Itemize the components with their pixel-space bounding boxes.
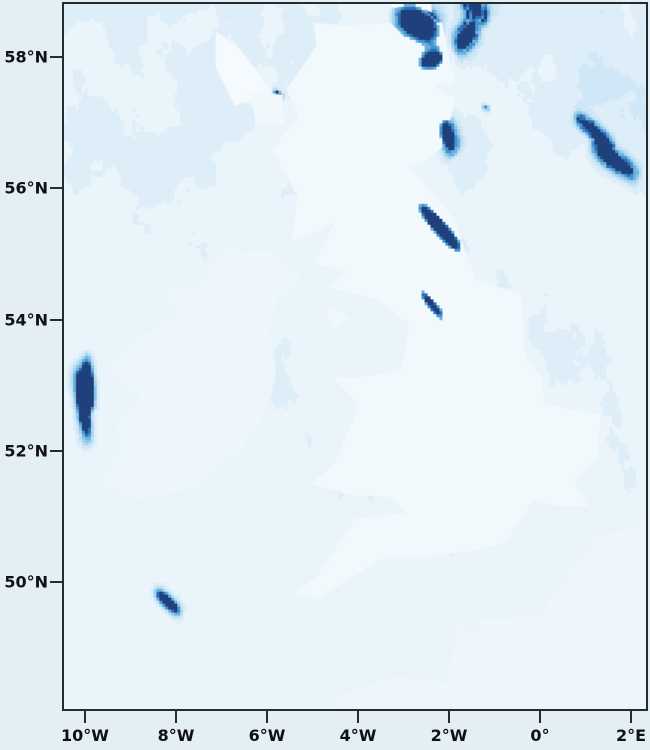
x-tick-label: 0°: [530, 726, 550, 745]
y-tick-mark: [50, 56, 62, 58]
x-tick-mark: [448, 711, 450, 723]
x-tick-mark: [266, 711, 268, 723]
x-tick-mark: [175, 711, 177, 723]
y-tick-label: 54°N: [4, 310, 48, 330]
x-tick-label: 4°W: [339, 726, 377, 745]
map-plot-frame: [62, 2, 648, 711]
x-tick-label: 2°E: [615, 726, 647, 745]
y-tick-label: 58°N: [4, 47, 48, 67]
x-tick-label: 2°W: [430, 726, 468, 745]
x-tick-mark: [630, 711, 632, 723]
y-tick-label: 52°N: [4, 441, 48, 461]
y-tick-label: 56°N: [4, 178, 48, 198]
y-tick-mark: [50, 581, 62, 583]
y-tick-mark: [50, 319, 62, 321]
x-tick-label: 6°W: [248, 726, 286, 745]
x-tick-label: 8°W: [157, 726, 195, 745]
y-tick-mark: [50, 187, 62, 189]
x-tick-mark: [357, 711, 359, 723]
x-tick-label: 10°W: [61, 726, 109, 745]
y-tick-label: 50°N: [4, 572, 48, 592]
y-tick-mark: [50, 450, 62, 452]
x-tick-mark: [84, 711, 86, 723]
x-tick-mark: [539, 711, 541, 723]
contour-map-canvas: [64, 4, 646, 709]
